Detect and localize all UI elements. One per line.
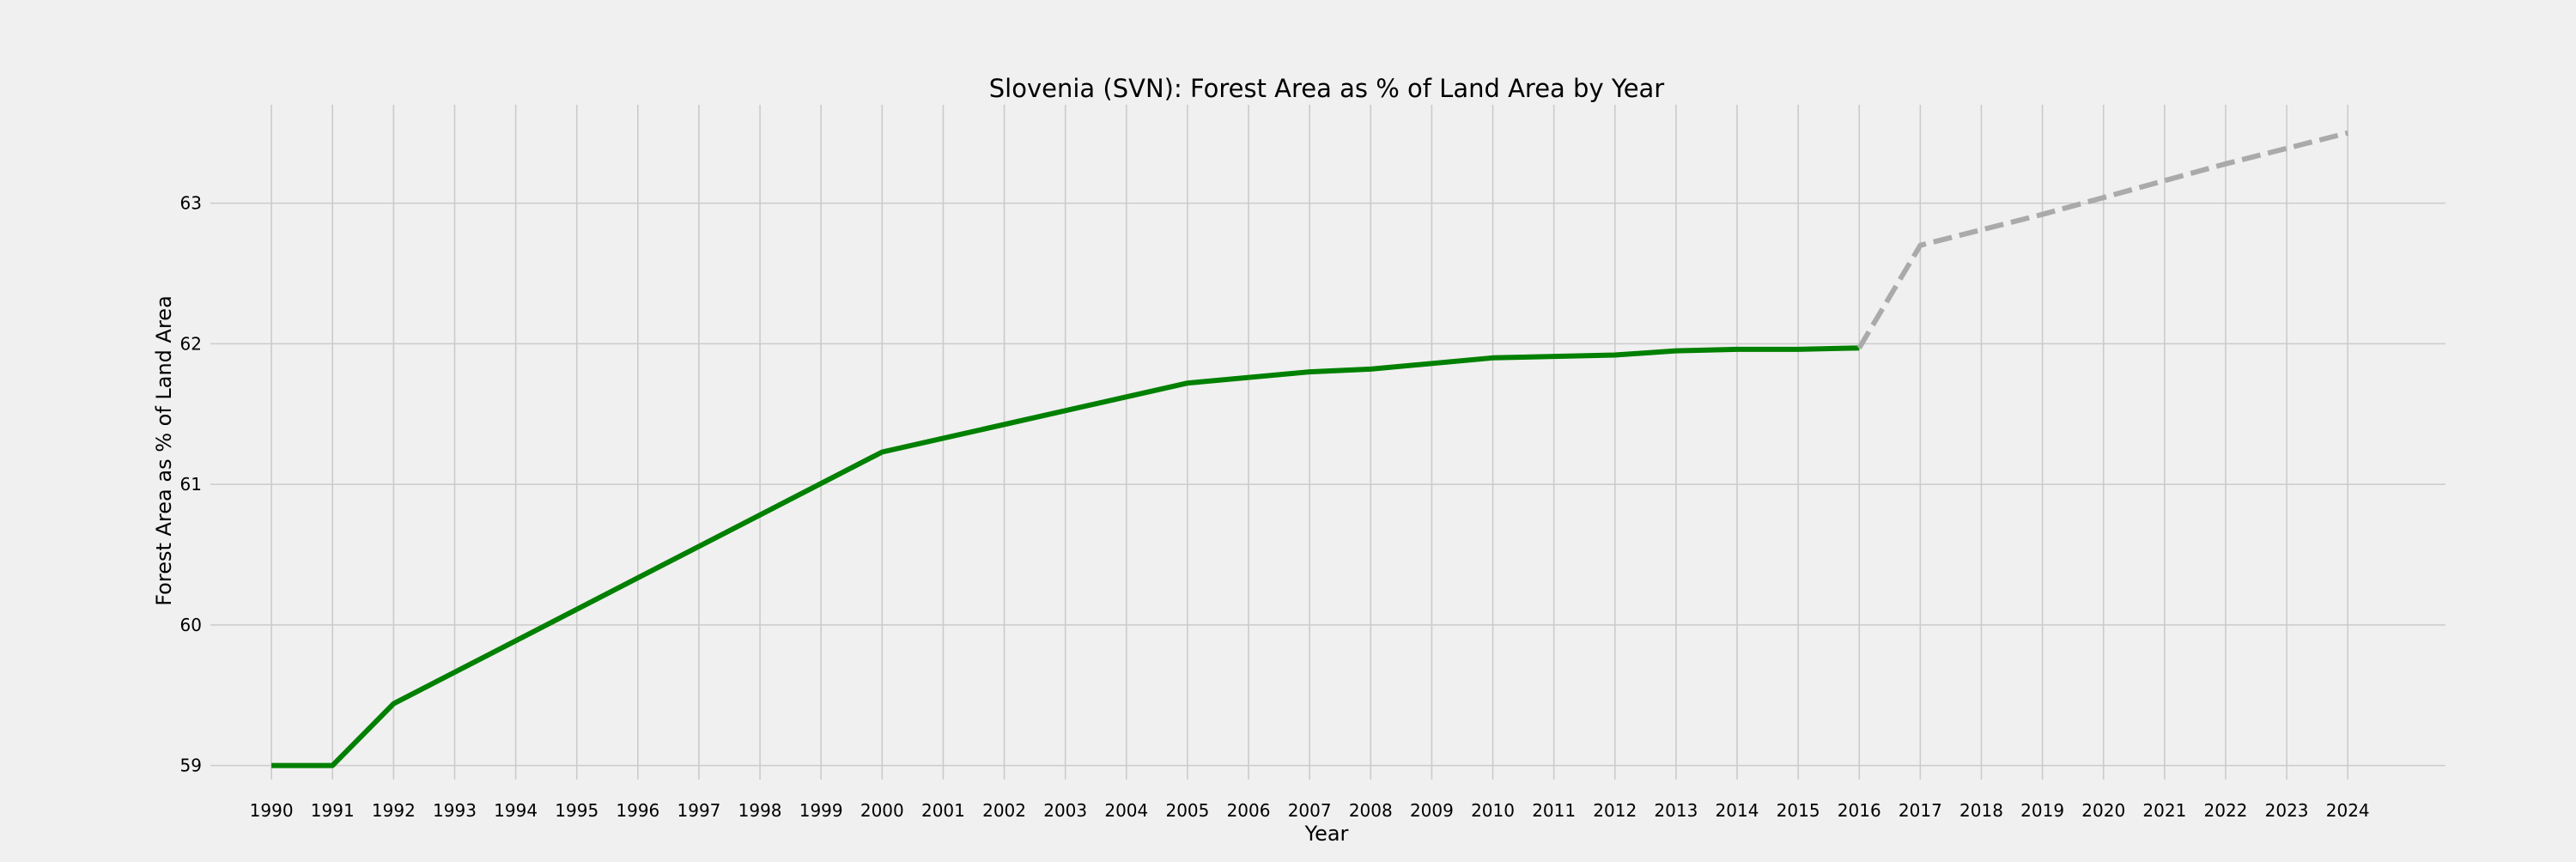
x-tick-label: 1997 (677, 800, 721, 821)
x-tick-label: 2009 (1410, 800, 1454, 821)
x-tick-label: 2021 (2142, 800, 2186, 821)
x-tick-label: 1998 (738, 800, 782, 821)
y-tick-label: 63 (180, 193, 202, 214)
y-tick-label: 59 (180, 756, 202, 776)
series-lines (271, 130, 2348, 768)
x-tick-label: 2016 (1838, 800, 1881, 821)
x-tick-label: 2017 (1899, 800, 1942, 821)
projection-series-line (1856, 130, 2348, 349)
x-tick-label: 1996 (616, 800, 659, 821)
x-tick-label: 2024 (2326, 800, 2370, 821)
y-axis-ticks: 59 60 61 62 63 (180, 193, 202, 776)
x-axis-ticks: 1990 1991 1992 1993 1994 1995 1996 1997 1998 1999… (250, 800, 2370, 821)
x-tick-label: 2006 (1227, 800, 1271, 821)
x-tick-label: 2001 (921, 800, 965, 821)
x-tick-label: 2019 (2020, 800, 2064, 821)
x-tick-label: 2020 (2081, 800, 2125, 821)
x-tick-label: 2013 (1654, 800, 1698, 821)
x-tick-label: 1993 (433, 800, 477, 821)
x-tick-label: 2005 (1165, 800, 1209, 821)
y-tick-label: 62 (180, 333, 202, 354)
x-tick-label: 2007 (1288, 800, 1332, 821)
y-tick-label: 61 (180, 474, 202, 495)
x-tick-label: 2000 (860, 800, 904, 821)
grid (210, 105, 2445, 780)
y-tick-label: 60 (180, 615, 202, 635)
y-axis-label: Forest Area as % of Land Area (152, 295, 176, 606)
x-tick-label: 2004 (1104, 800, 1148, 821)
x-tick-label: 2023 (2265, 800, 2309, 821)
historical-series-line (271, 345, 1860, 768)
x-tick-label: 2014 (1716, 800, 1759, 821)
x-tick-label: 2010 (1471, 800, 1515, 821)
x-tick-label: 2015 (1777, 800, 1820, 821)
x-tick-label: 1994 (494, 800, 538, 821)
x-tick-label: 2008 (1349, 800, 1393, 821)
x-tick-label: 2018 (1959, 800, 2003, 821)
x-tick-label: 1990 (250, 800, 294, 821)
x-tick-label: 2022 (2204, 800, 2248, 821)
x-tick-label: 1999 (799, 800, 843, 821)
x-tick-label: 1992 (372, 800, 416, 821)
chart-title: Slovenia (SVN): Forest Area as % of Land… (989, 74, 1665, 103)
x-tick-label: 1991 (311, 800, 355, 821)
x-tick-label: 2011 (1532, 800, 1576, 821)
x-tick-label: 2012 (1593, 800, 1637, 821)
x-tick-label: 2002 (982, 800, 1026, 821)
x-tick-label: 2003 (1043, 800, 1087, 821)
x-axis-label: Year (1304, 822, 1349, 846)
x-tick-label: 1995 (555, 800, 598, 821)
